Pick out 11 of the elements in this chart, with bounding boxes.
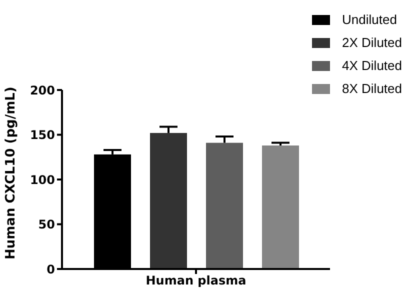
x-tick-label: Human plasma <box>146 274 246 288</box>
y-tick-label: 150 <box>30 128 55 142</box>
y-tick-label: 200 <box>30 83 55 98</box>
y-axis-title: Human CXCL10 (pg/mL) <box>4 86 19 260</box>
y-tick-label: 50 <box>38 218 55 232</box>
legend-label: 2X Diluted <box>342 35 402 50</box>
legend-label: 8X Diluted <box>342 81 402 96</box>
legend-label: Undiluted <box>342 12 397 27</box>
legend-label: 4X Diluted <box>342 58 402 73</box>
y-tick-label: 100 <box>30 172 55 187</box>
y-tick-label: 0 <box>46 262 55 276</box>
